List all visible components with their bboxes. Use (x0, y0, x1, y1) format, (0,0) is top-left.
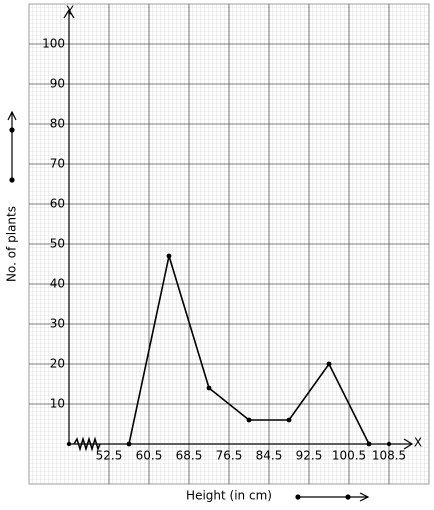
axes (63, 8, 414, 452)
y-decor-dot (9, 127, 15, 133)
point (126, 441, 132, 447)
x-decor-dot (295, 494, 301, 500)
x-tick-label: 108.5 (372, 449, 406, 463)
x-tick-label: 84.5 (256, 449, 283, 463)
x-tick-label: 68.5 (176, 449, 203, 463)
point (206, 385, 212, 391)
x-tick-label: 92.5 (296, 449, 323, 463)
y-tick-label: 60 (50, 197, 65, 211)
grid (29, 4, 429, 484)
point (366, 441, 372, 447)
y-tick-label: 50 (50, 237, 65, 251)
y-decor-head (7, 110, 17, 121)
y-arrow (63, 8, 75, 19)
y-decor-dot (9, 177, 15, 183)
x-tick-label: 76.5 (216, 449, 243, 463)
origin-dot (66, 441, 72, 447)
y-axis-label: No. of plants (5, 206, 19, 282)
x-axis-letter: X (414, 436, 422, 450)
x-arrow (403, 438, 414, 450)
y-tick-label: 70 (50, 157, 65, 171)
axis-dot (386, 441, 392, 447)
y-tick-label: 30 (50, 317, 65, 331)
point (286, 417, 292, 423)
y-axis-letter: Y (65, 4, 74, 18)
point (166, 253, 172, 259)
y-tick-label: 40 (50, 277, 65, 291)
x-decor-head (359, 492, 370, 502)
point (326, 361, 332, 367)
y-tick-label: 80 (50, 117, 65, 131)
x-decor-dot (345, 494, 351, 500)
x-tick-label: 60.5 (136, 449, 163, 463)
decor-arrows (7, 110, 370, 502)
y-tick-label: 20 (50, 357, 65, 371)
x-axis-label: Height (in cm) (186, 489, 272, 503)
x-tick-label: 52.5 (96, 449, 123, 463)
y-tick-label: 10 (50, 397, 65, 411)
x-tick-label: 100.5 (332, 449, 366, 463)
y-tick-label: 90 (50, 77, 65, 91)
axis-break (73, 436, 101, 452)
point (246, 417, 252, 423)
y-tick-label: 100 (42, 37, 65, 51)
